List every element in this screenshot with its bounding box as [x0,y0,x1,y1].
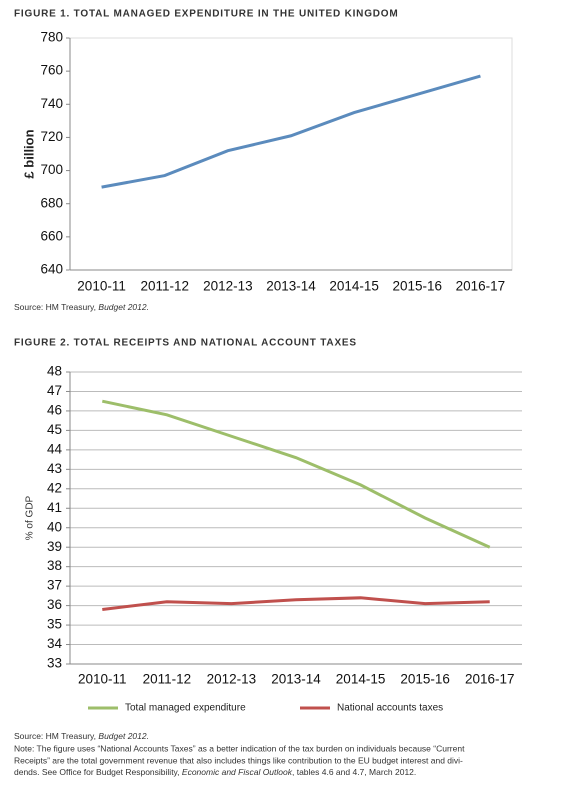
note-italic: Budget 2012. [98,302,149,312]
x-tick-label: 2011-12 [140,279,189,294]
y-tick-label: 41 [47,500,62,515]
legend-label: National accounts taxes [337,703,443,714]
series-line [102,596,490,611]
y-tick-label: 660 [40,228,63,243]
x-tick-label: 2013-14 [266,279,316,294]
note-text: Source: HM Treasury, [14,731,98,741]
y-axis-label: £ billion [21,129,36,178]
y-tick-label: 36 [47,597,62,612]
y-tick-label: 42 [47,480,62,495]
y-tick-label: 720 [40,129,63,144]
x-tick-label: 2014-15 [329,279,379,294]
y-tick-label: 48 [47,364,62,379]
note-text: , tables 4.6 and 4.7, March 2012. [292,767,416,777]
note-text: Source: HM Treasury, [14,302,98,312]
x-tick-label: 2015-16 [400,672,450,687]
x-tick-label: 2010-11 [77,279,126,294]
legend-label: Total managed expenditure [125,703,246,714]
x-tick-label: 2013-14 [271,672,321,687]
x-tick-label: 2012-13 [203,279,253,294]
y-tick-label: 33 [47,656,62,671]
y-tick-label: 39 [47,539,62,554]
note-line: Source: HM Treasury, Budget 2012. [14,731,149,741]
x-tick-label: 2010-11 [78,672,127,687]
x-tick-label: 2016-17 [456,279,506,294]
y-tick-label: 44 [47,441,63,456]
x-tick-label: 2011-12 [143,672,192,687]
note-line: Source: HM Treasury, Budget 2012. [14,302,149,312]
x-tick-label: 2016-17 [465,672,515,687]
series-line [101,74,481,189]
y-tick-label: 37 [47,578,62,593]
note-line: Note: The figure uses “National Accounts… [14,743,465,753]
y-tick-label: 740 [40,96,63,111]
plot-frame [69,37,513,271]
y-tick-label: 43 [47,461,62,476]
y-tick-label: 640 [40,262,63,277]
y-tick-label: 760 [40,63,63,78]
x-tick-label: 2014-15 [336,672,386,687]
note-italic: Budget 2012. [98,731,149,741]
y-tick-label: 38 [47,558,62,573]
series-line [101,399,491,549]
note-line: dends. See Office for Budget Responsibil… [14,767,416,777]
note-line: Receipts” are the total government reven… [14,755,463,765]
note-italic: Economic and Fiscal Outlook [182,767,293,777]
y-axis-label: % of GDP [25,495,36,540]
chart-title: FIGURE 1. TOTAL MANAGED EXPENDITURE IN T… [14,9,399,20]
x-tick-label: 2015-16 [393,279,443,294]
x-tick-label: 2012-13 [207,672,257,687]
y-tick-label: 46 [47,402,62,417]
y-tick-label: 680 [40,195,63,210]
y-tick-label: 780 [40,30,63,45]
chart-title: FIGURE 2. TOTAL RECEIPTS AND NATIONAL AC… [14,338,357,349]
y-tick-label: 35 [47,617,62,632]
y-tick-label: 34 [47,636,63,651]
y-tick-label: 47 [47,383,62,398]
y-tick-label: 40 [47,519,62,534]
y-tick-label: 700 [40,162,63,177]
y-tick-label: 45 [47,422,62,437]
note-text: dends. See Office for Budget Responsibil… [14,767,182,777]
